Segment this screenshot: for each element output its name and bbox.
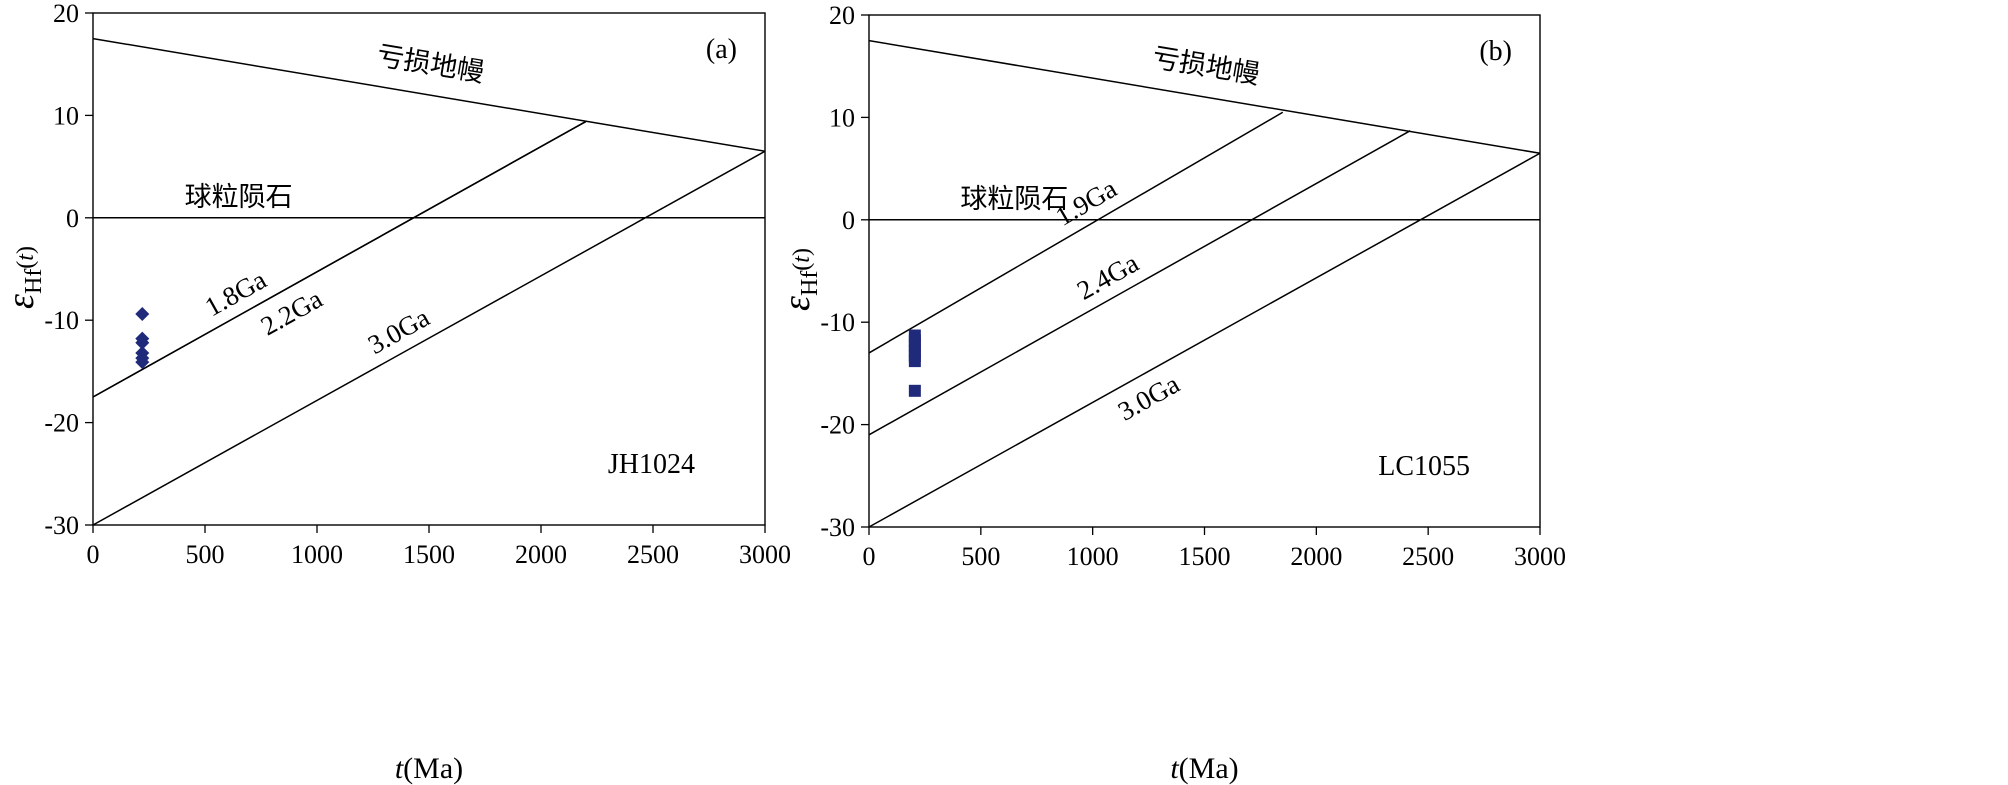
y-axis-title-var: t [789, 255, 815, 263]
x-axis-title-var: t [395, 752, 404, 785]
x-tick-label: 1500 [1179, 542, 1231, 571]
y-axis-title-open-paren: ( [789, 263, 815, 271]
y-tick-label: 20 [53, 0, 79, 28]
y-tick-label: 10 [829, 103, 855, 132]
panel-label: (b) [1479, 36, 1512, 67]
data-point [135, 307, 150, 322]
x-axis: 0 500 1000 1500 2000 2500 3000 [87, 525, 791, 569]
depleted-mantle-label: 亏损地幔 [1150, 42, 1261, 89]
x-tick-label: 2000 [515, 540, 567, 569]
y-tick-label: 20 [829, 1, 855, 30]
y-axis-title-subscript: Hf [21, 269, 47, 294]
x-tick-label: 0 [863, 542, 876, 571]
y-axis-title-epsilon: ε [0, 294, 42, 309]
evolution-line-label: 2.4Ga [1072, 248, 1144, 306]
y-tick-label: -20 [820, 411, 855, 440]
y-axis-title-close-paren: ) [789, 248, 815, 256]
evolution-line [92, 150, 766, 526]
evolution-line-label: 3.0Ga [363, 302, 435, 360]
x-tick-label: 2500 [627, 540, 679, 569]
x-tick-label: 500 [186, 540, 225, 569]
x-tick-label: 0 [87, 540, 100, 569]
chart-panel-b: 0 500 1000 1500 2000 2500 3000-30-20-1001020t(… [776, 1, 1566, 785]
y-tick-label: 0 [842, 206, 855, 235]
sample-label: LC1055 [1378, 451, 1470, 482]
data-series [135, 307, 150, 370]
evolution-line [868, 111, 1284, 354]
chondrite-label: 球粒陨石 [185, 182, 293, 212]
y-axis-title-open-paren: ( [13, 261, 39, 269]
y-axis: -30 -20 -10 0 10 20 [44, 0, 93, 540]
x-axis-title: t(Ma) [395, 752, 463, 785]
y-axis-title-var: t [13, 253, 39, 261]
x-axis-title-unit: (Ma) [1179, 752, 1239, 785]
y-tick-label: -10 [44, 306, 79, 335]
data-point [908, 355, 921, 368]
evolution-line [868, 152, 1541, 528]
y-tick-label: -30 [44, 511, 79, 540]
x-axis: 0 500 1000 1500 2000 2500 3000 [863, 527, 1566, 571]
y-axis-title-subscript: Hf [797, 271, 823, 296]
x-tick-label: 1000 [291, 540, 343, 569]
data-point [908, 384, 921, 397]
depleted-mantle-label: 亏损地幔 [375, 40, 486, 87]
x-tick-label: 1500 [403, 540, 455, 569]
y-tick-label: -10 [820, 308, 855, 337]
y-axis-title: εHf(t) [776, 248, 823, 311]
chondrite-label: 球粒陨石 [960, 184, 1068, 214]
x-tick-label: 2000 [1290, 542, 1342, 571]
depleted-mantle-line [92, 37, 766, 152]
evolution-line [92, 120, 587, 398]
depleted-mantle-line [868, 39, 1541, 154]
x-axis-title-var: t [1170, 752, 1179, 785]
panel-label: (a) [706, 34, 737, 65]
chart-panel-a: 0 500 1000 1500 2000 2500 3000-30-20-1001020t(… [0, 0, 791, 785]
y-axis: -30 -20 -10 0 10 20 [820, 1, 869, 542]
evolution-line-label: 1.9Ga [1050, 173, 1121, 232]
y-tick-label: -20 [44, 409, 79, 438]
data-point [135, 335, 150, 350]
y-axis-title: εHf(t) [0, 246, 47, 309]
y-tick-label: -30 [820, 513, 855, 542]
x-axis-title-unit: (Ma) [403, 752, 463, 785]
x-tick-label: 3000 [739, 540, 791, 569]
data-series [908, 329, 921, 397]
sample-label: JH1024 [608, 449, 695, 480]
evolution-line [868, 130, 1411, 436]
data-point [135, 355, 150, 370]
y-tick-label: 0 [66, 204, 79, 233]
x-axis-title: t(Ma) [1170, 752, 1238, 785]
evolution-line-label: 3.0Ga [1113, 369, 1185, 427]
y-tick-label: 10 [53, 101, 79, 130]
x-tick-label: 2500 [1402, 542, 1454, 571]
y-axis-title-epsilon: ε [776, 296, 818, 311]
x-tick-label: 3000 [1514, 542, 1566, 571]
y-axis-title-close-paren: ) [13, 246, 39, 254]
x-tick-label: 1000 [1067, 542, 1119, 571]
x-tick-label: 500 [961, 542, 1000, 571]
